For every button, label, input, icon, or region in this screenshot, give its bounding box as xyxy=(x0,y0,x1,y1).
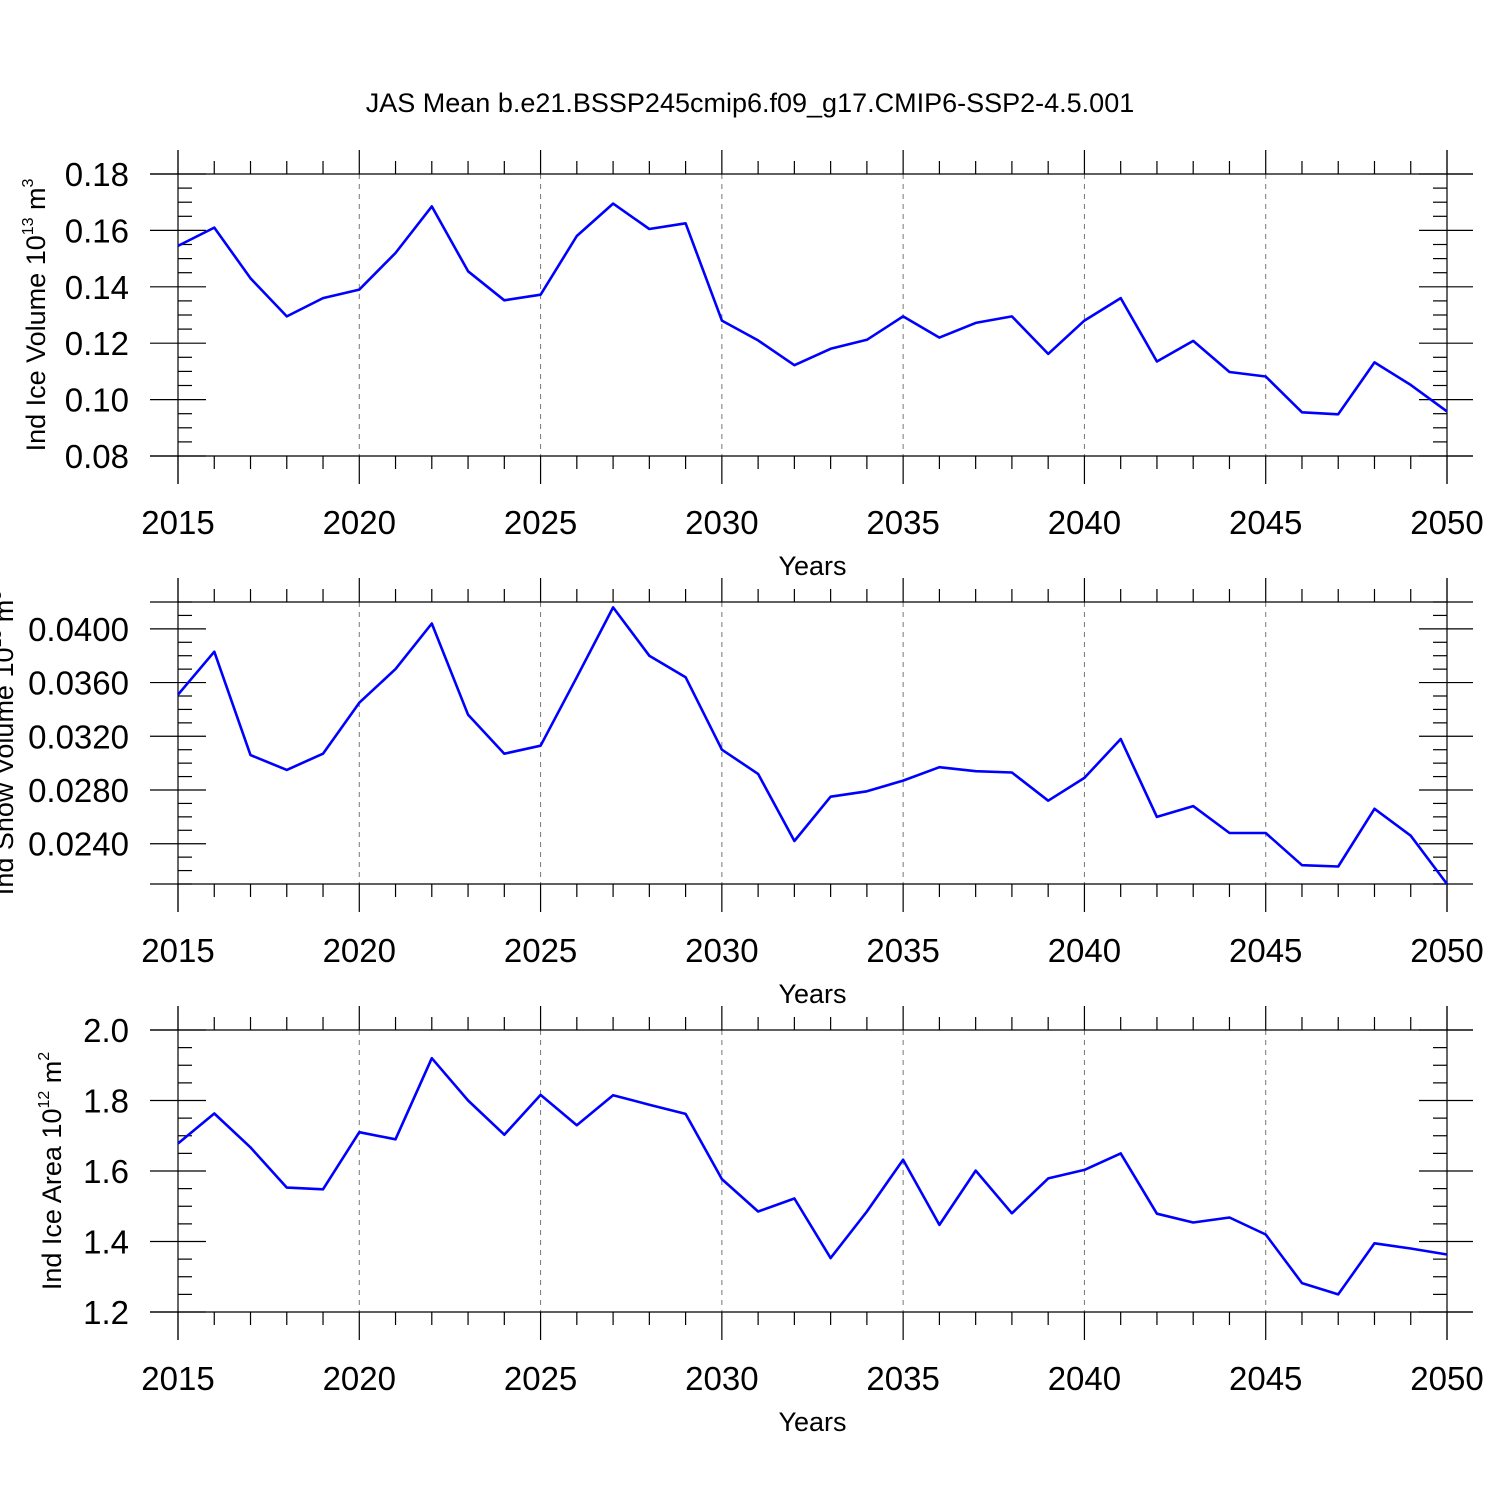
y-tick-label: 0.12 xyxy=(65,325,129,362)
y-tick-label: 0.0280 xyxy=(28,772,129,809)
panel-3: 1.2 1.4 1.6 1.8 2.0 2015 2020 2025 2030 2035 2040 2… xyxy=(36,1006,1484,1437)
y-axis-label: Ind Ice Area 1012 m2 xyxy=(36,1052,67,1290)
x-tick-label: 2050 xyxy=(1410,1360,1483,1397)
y-tick-label: 0.10 xyxy=(65,382,129,419)
x-tick-label: 2015 xyxy=(141,932,214,969)
y-tick-label: 0.0400 xyxy=(28,611,129,648)
x-tick-label: 2040 xyxy=(1048,932,1121,969)
y-tick-label: 1.8 xyxy=(83,1083,129,1120)
y-tick-label: 0.0320 xyxy=(28,718,129,755)
y-axis-label: Ind Ice Volume 1013 m3 xyxy=(20,178,51,451)
x-tick-label: 2030 xyxy=(685,1360,758,1397)
series-line xyxy=(177,606,1449,885)
x-tick-label: 2035 xyxy=(866,1360,939,1397)
x-tick-label: 2030 xyxy=(685,932,758,969)
x-tick-label: 2025 xyxy=(504,504,577,541)
x-tick-label: 2015 xyxy=(141,1360,214,1397)
x-tick-label: 2040 xyxy=(1048,504,1121,541)
figure-title: JAS Mean b.e21.BSSP245cmip6.f09_g17.CMIP… xyxy=(366,88,1134,118)
y-tick-label: 0.0360 xyxy=(28,665,129,702)
y-tick-label: 0.14 xyxy=(65,269,129,306)
x-tick-label: 2025 xyxy=(504,932,577,969)
x-tick-label: 2040 xyxy=(1048,1360,1121,1397)
panels: 0.08 0.10 0.12 0.14 0.16 0.18 2015 2020 2025 2030… xyxy=(0,150,1484,1437)
x-axis-label: Years xyxy=(778,1407,846,1437)
x-tick-label: 2025 xyxy=(504,1360,577,1397)
x-tick-label: 2045 xyxy=(1229,932,1302,969)
x-tick-label: 2035 xyxy=(866,932,939,969)
y-tick-label: 1.6 xyxy=(83,1153,129,1190)
panel-1: 0.08 0.10 0.12 0.14 0.16 0.18 2015 2020 2025 2030… xyxy=(20,150,1484,581)
x-axis-label: Years xyxy=(778,979,846,1009)
x-tick-label: 2030 xyxy=(685,504,758,541)
series-line xyxy=(177,1056,1448,1296)
x-tick-label: 2020 xyxy=(323,1360,396,1397)
y-tick-label: 0.0240 xyxy=(28,826,129,863)
x-tick-label: 2045 xyxy=(1229,504,1302,541)
x-tick-label: 2035 xyxy=(866,504,939,541)
y-tick-label: 1.2 xyxy=(83,1294,129,1331)
panel-2: 0.0240 0.0280 0.0320 0.0360 0.0400 2015 2020 20… xyxy=(0,578,1484,1009)
x-tick-label: 2045 xyxy=(1229,1360,1302,1397)
y-tick-label: 0.08 xyxy=(65,438,129,475)
x-tick-label: 2015 xyxy=(141,504,214,541)
x-tick-label: 2050 xyxy=(1410,504,1483,541)
y-axis-label: Ind Snow Volume 1013 m3 xyxy=(0,591,19,895)
x-axis-label: Years xyxy=(778,551,846,581)
series-line xyxy=(177,202,1448,416)
y-tick-label: 2.0 xyxy=(83,1012,129,1049)
y-tick-label: 0.16 xyxy=(65,212,129,249)
x-tick-label: 2020 xyxy=(323,504,396,541)
y-tick-label: 1.4 xyxy=(83,1224,129,1261)
x-tick-label: 2020 xyxy=(323,932,396,969)
y-tick-label: 0.18 xyxy=(65,156,129,193)
x-tick-label: 2050 xyxy=(1410,932,1483,969)
